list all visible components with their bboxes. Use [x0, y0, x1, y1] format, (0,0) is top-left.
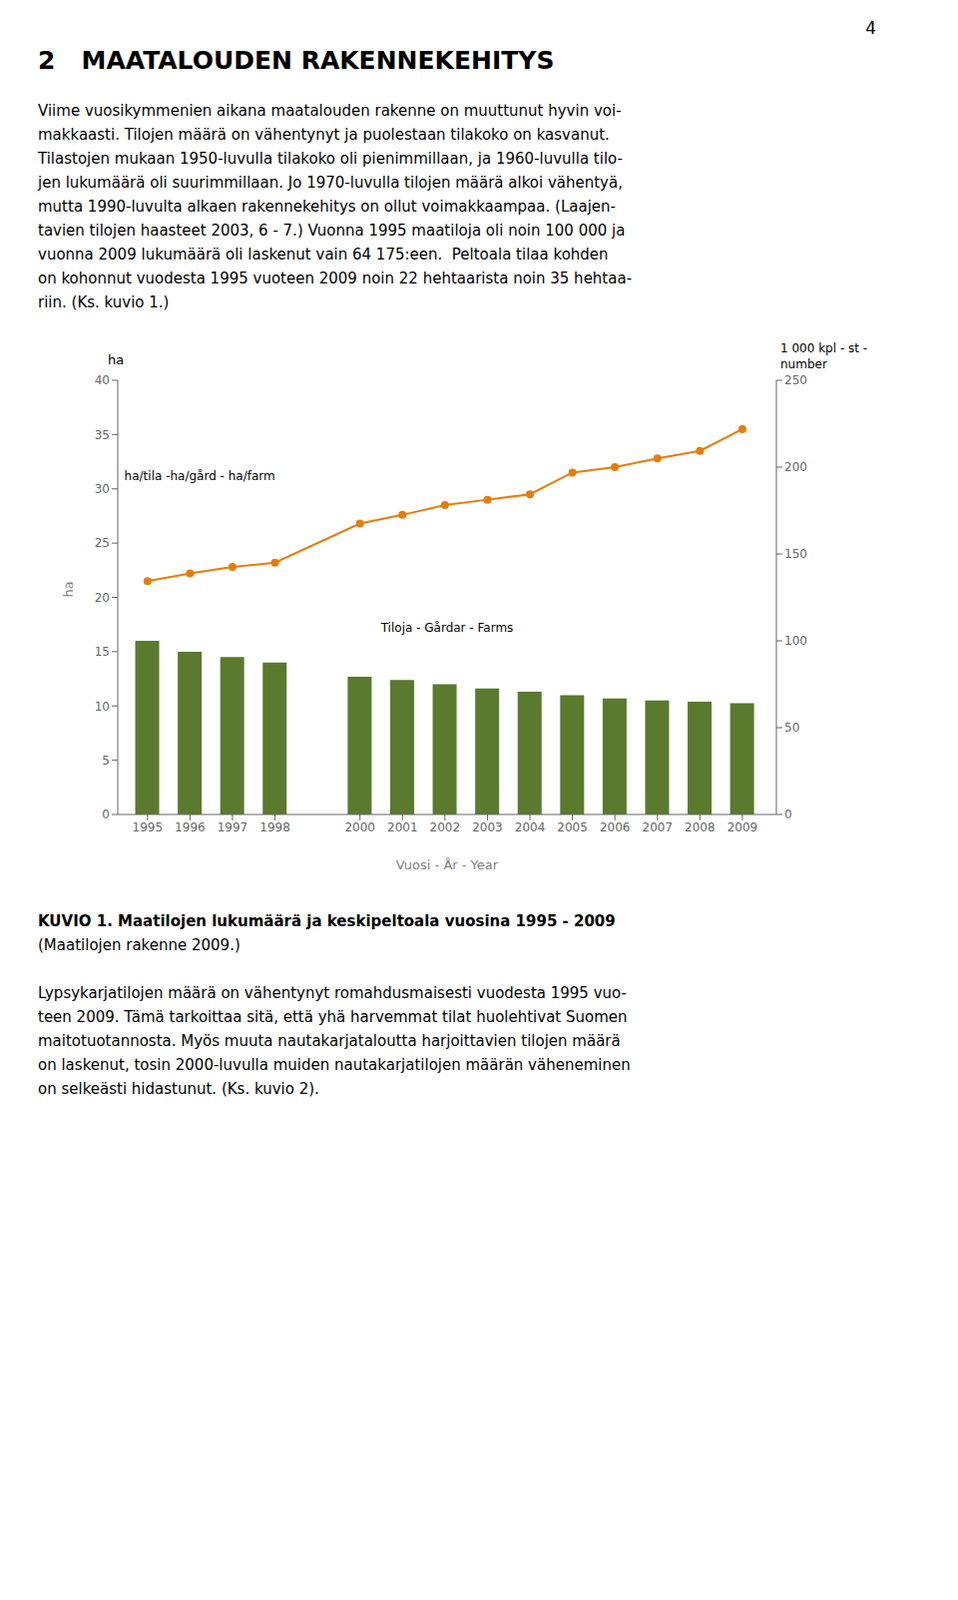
svg-text:2005: 2005 — [556, 820, 588, 835]
svg-text:2002: 2002 — [430, 820, 462, 835]
svg-text:1998: 1998 — [259, 820, 291, 835]
html-text:Tiloja - Gårdar - Farms: Tiloja - Gårdar - Farms — [380, 620, 514, 635]
html-text:number: number — [780, 357, 828, 372]
html-text:KUVIO 1. Maatilojen lukumäärä: KUVIO 1. Maatilojen lukumäärä ja keskipe… — [37, 912, 616, 931]
svg-text:2004: 2004 — [514, 820, 546, 835]
svg-text:2006: 2006 — [599, 820, 631, 835]
html-text:1 000 kpl - st -: 1 000 kpl - st - — [780, 341, 868, 356]
svg-text:2007: 2007 — [642, 820, 674, 835]
svg-text:150: 150 — [784, 546, 808, 561]
svg-text:40: 40 — [94, 373, 110, 388]
svg-text:2001: 2001 — [387, 820, 419, 835]
html-text:on kohonnut vuodesta 1995 vuot: on kohonnut vuodesta 1995 vuoteen 2009 n… — [37, 269, 632, 288]
html-text:ha/tila -ha/gård - ha/farm: ha/tila -ha/gård - ha/farm — [124, 468, 276, 483]
svg-text:2009: 2009 — [727, 820, 759, 835]
svg-text:1995: 1995 — [132, 820, 164, 835]
svg-text:50: 50 — [784, 720, 800, 735]
html-text:tavien tilojen haasteet 2003,: tavien tilojen haasteet 2003, 6 - 7.) Vu… — [37, 221, 626, 240]
svg-text:ha: ha — [60, 580, 76, 597]
html-text:riin. (Ks. kuvio 1.): riin. (Ks. kuvio 1.) — [37, 293, 170, 312]
svg-text:2000: 2000 — [344, 820, 376, 835]
svg-text:30: 30 — [94, 481, 110, 496]
svg-text:2008: 2008 — [684, 820, 716, 835]
html-text:on laskenut, tosin 2000-luvull: on laskenut, tosin 2000-luvulla muiden n… — [37, 1055, 631, 1074]
html-text:Tilastojen mukaan 1950-luvulla: Tilastojen mukaan 1950-luvulla tilakoko … — [37, 149, 623, 168]
html-text:makkaasti. Tilojen määrä on vä: makkaasti. Tilojen määrä on vähentynyt j… — [37, 125, 610, 144]
svg-text:1997: 1997 — [217, 820, 249, 835]
html-text:Lypsykarjatilojen määrä on väh: Lypsykarjatilojen määrä on vähentynyt ro… — [37, 983, 627, 1002]
svg-text:1996: 1996 — [174, 820, 206, 835]
svg-text:200: 200 — [784, 460, 808, 475]
html-text:(Maatilojen rakenne 2009.): (Maatilojen rakenne 2009.) — [37, 936, 241, 955]
svg-text:Vuosi - År - Year: Vuosi - År - Year — [396, 857, 499, 873]
html-text:2 MAATALOUDEN RAKENNEKEHITYS: 2 MAATALOUDEN RAKENNEKEHITYS — [37, 45, 555, 75]
svg-text:2003: 2003 — [472, 820, 503, 835]
html-text:maitotuotannosta. Myös muuta n: maitotuotannosta. Myös muuta nautakarjat… — [37, 1031, 621, 1050]
svg-text:0: 0 — [101, 807, 110, 822]
html-text:teen 2009. Tämä tarkoittaa sit: teen 2009. Tämä tarkoittaa sitä, että yh… — [37, 1007, 628, 1026]
html-text:Viime vuosikymmenien aikana ma: Viime vuosikymmenien aikana maatalouden … — [37, 101, 622, 120]
svg-text:250: 250 — [784, 373, 808, 388]
html-text:mutta 1990-luvulta alkaen rake: mutta 1990-luvulta alkaen rakennekehitys… — [37, 197, 616, 216]
svg-text:20: 20 — [94, 590, 110, 605]
html-text:vuonna 2009 lukumäärä oli lask: vuonna 2009 lukumäärä oli laskenut vain … — [37, 245, 609, 264]
html-text:jen lukumäärä oli suurimmillaa: jen lukumäärä oli suurimmillaan. Jo 1970… — [37, 173, 623, 192]
svg-text:35: 35 — [94, 428, 110, 443]
svg-text:15: 15 — [94, 644, 110, 659]
svg-text:10: 10 — [94, 699, 110, 714]
html-text:on selkeästi hidastunut. (Ks.: on selkeästi hidastunut. (Ks. kuvio 2). — [37, 1079, 320, 1098]
svg-text:100: 100 — [784, 633, 808, 648]
html-text:ha: ha — [107, 352, 124, 368]
html-text:4: 4 — [865, 17, 877, 38]
svg-text:0: 0 — [784, 807, 793, 822]
svg-text:5: 5 — [101, 753, 110, 768]
svg-text:25: 25 — [94, 535, 110, 550]
